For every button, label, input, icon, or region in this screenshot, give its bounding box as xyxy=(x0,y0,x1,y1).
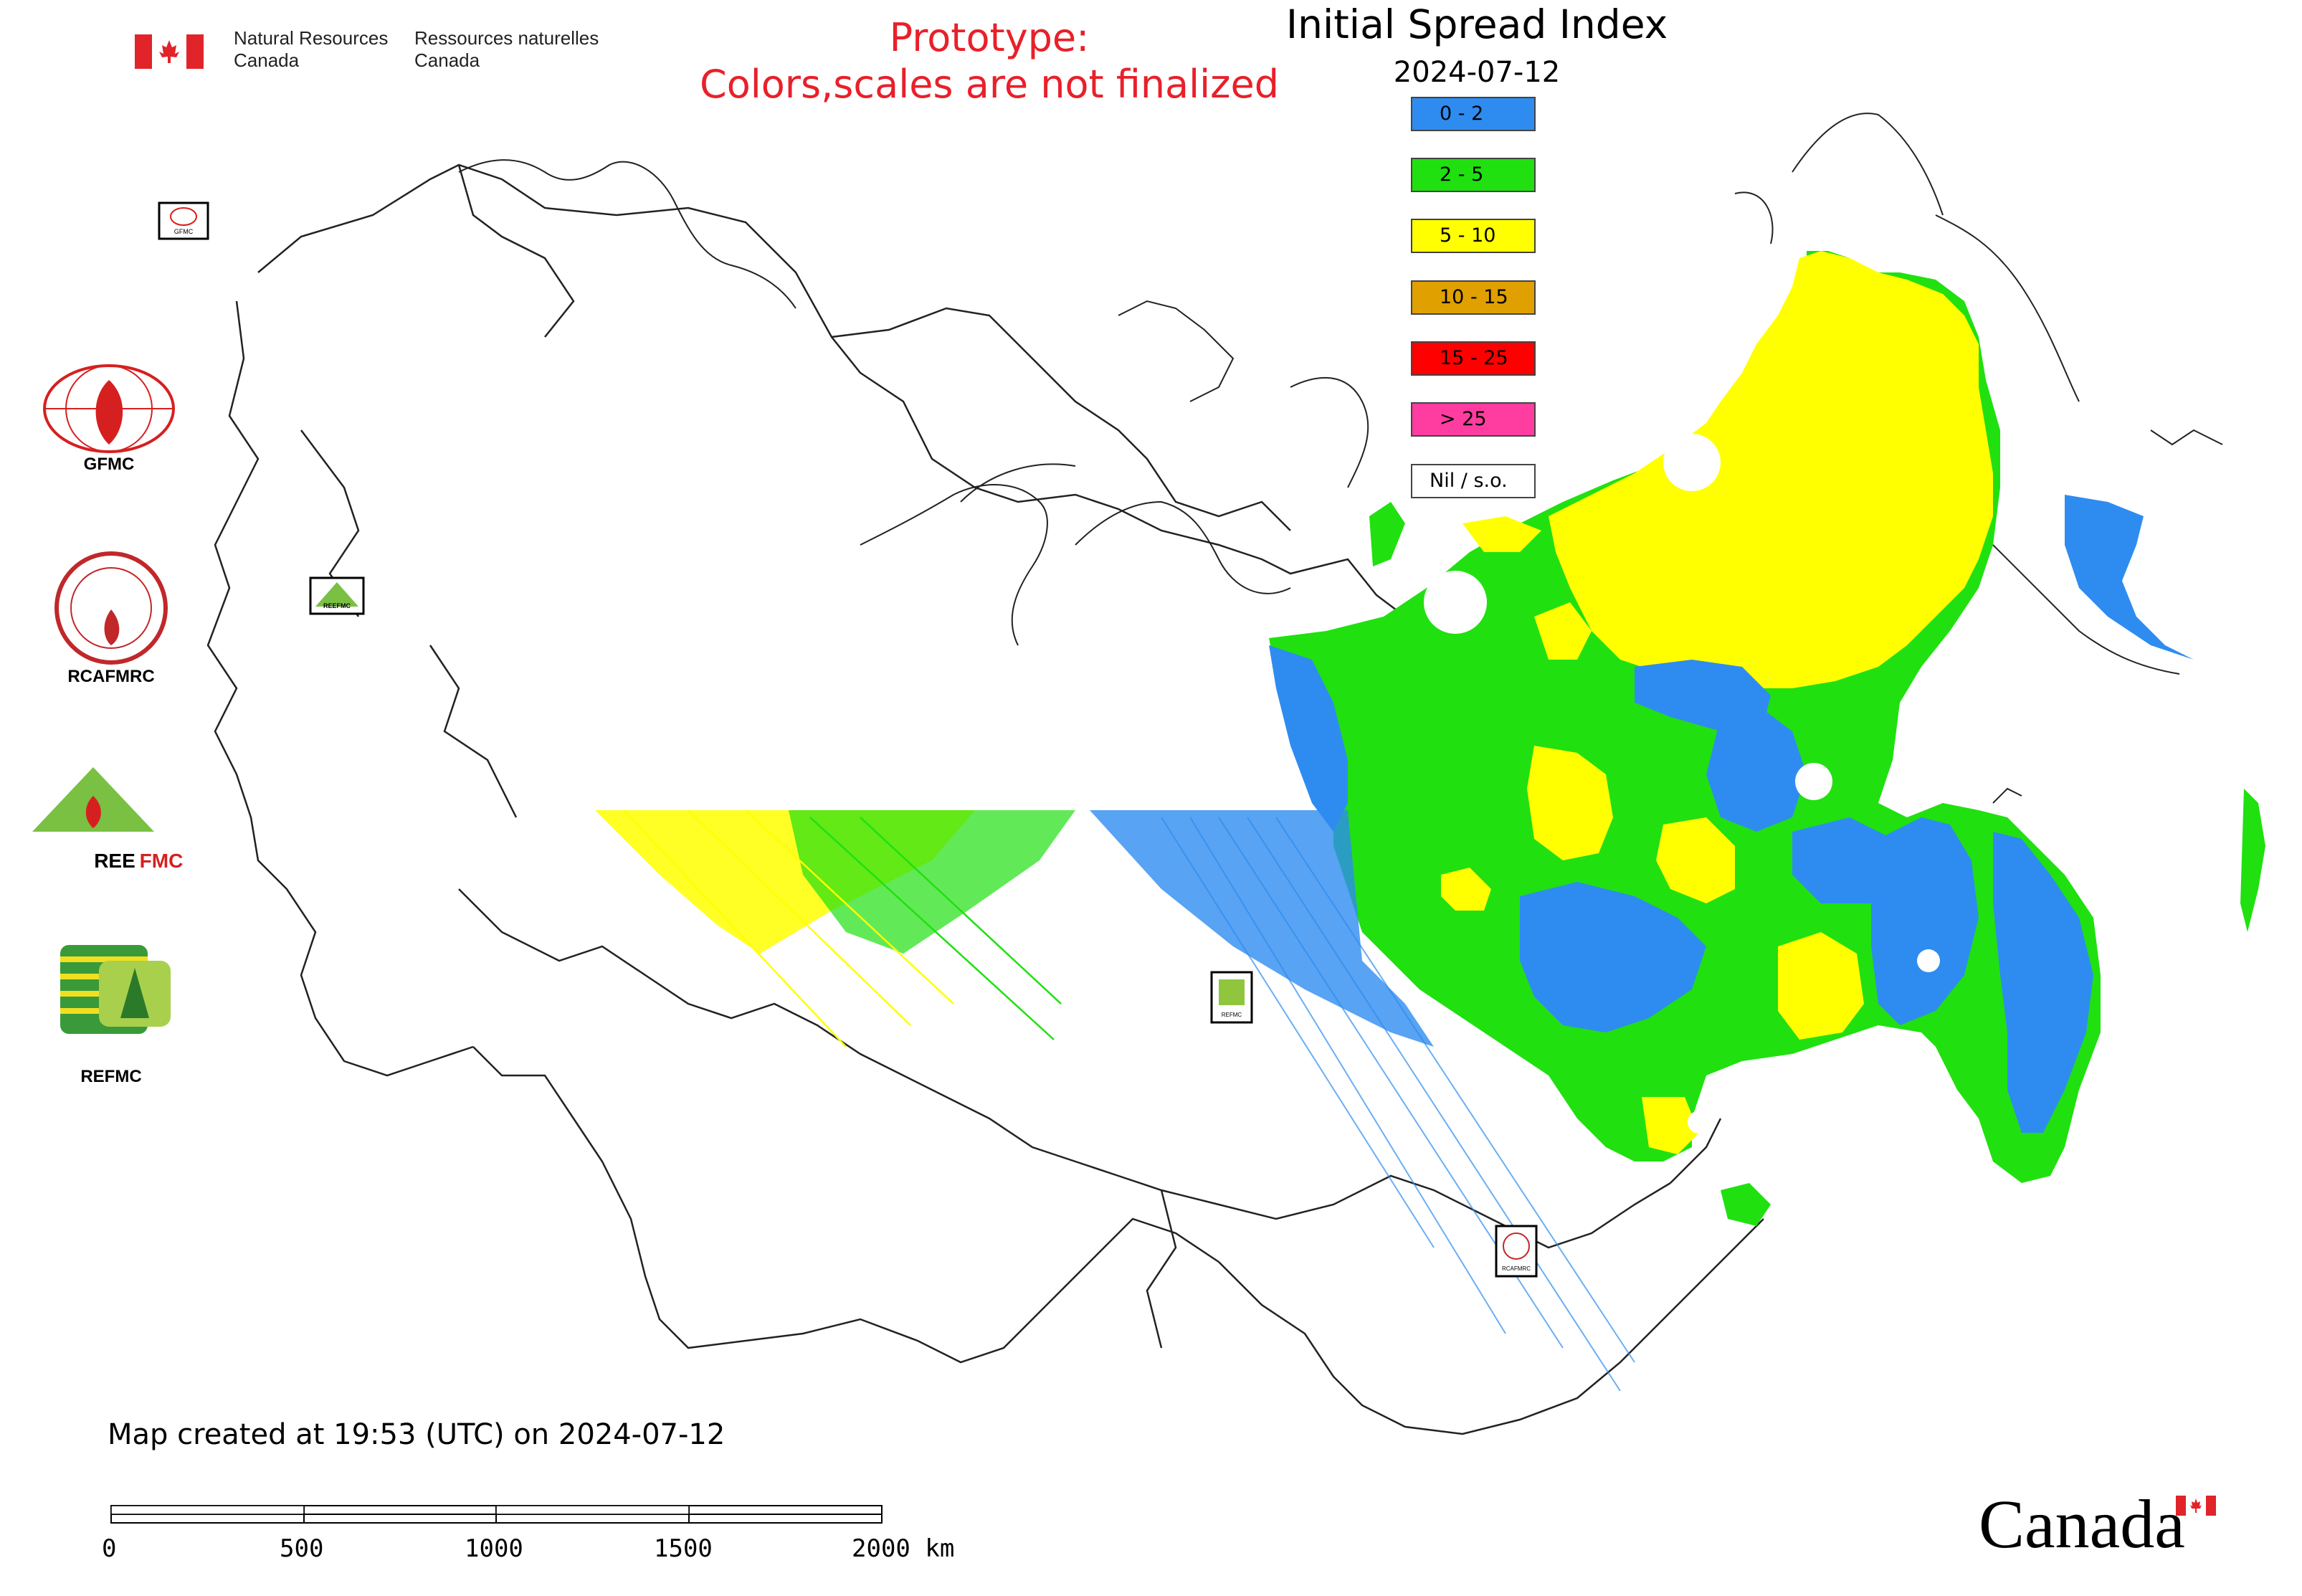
org-label-gfmc: GFMC xyxy=(83,455,135,474)
map-marker-gfmc: GFMC xyxy=(158,201,209,240)
isi-blue-patch-f xyxy=(1993,832,2093,1133)
map-marker-refmc: REFMC xyxy=(1210,971,1253,1024)
svg-text:REE: REE xyxy=(94,850,135,872)
isi-island-d xyxy=(2240,789,2265,932)
svg-text:REFMC: REFMC xyxy=(1222,1012,1242,1018)
gfmc-logo-icon xyxy=(43,364,175,453)
map-created-note: Map created at 19:53 (UTC) on 2024-07-12 xyxy=(108,1418,726,1451)
legend-item: 15 - 25 xyxy=(1411,341,1536,376)
nil-hole xyxy=(1917,949,1940,972)
isi-yellow-patch-b xyxy=(1656,817,1735,903)
legend-item: 10 - 15 xyxy=(1411,280,1536,315)
isi-blue-patch-g xyxy=(1269,645,1348,832)
scale-label: 1500 xyxy=(654,1534,713,1563)
nil-hole xyxy=(1663,434,1721,491)
northern-coast xyxy=(458,113,2223,646)
legend-item: 5 - 10 xyxy=(1411,219,1536,253)
isi-yellow-patch-c xyxy=(1778,932,1864,1040)
isi-raster xyxy=(595,251,2265,1392)
isi-yellow-patch-e xyxy=(1642,1097,1699,1154)
canada-wordmark-flag-icon xyxy=(2176,1496,2216,1516)
isi-island-a xyxy=(1369,502,1405,566)
isi-yellow-patch-a xyxy=(1527,746,1613,860)
map-marker-reefmc: REEFMC xyxy=(309,576,365,615)
reefmc-logo-icon: REE FMC xyxy=(32,767,191,872)
isi-blue-patch-h xyxy=(2065,495,2194,660)
isi-artifact-blue-band xyxy=(1090,810,1434,1047)
nil-hole xyxy=(1688,1111,1711,1134)
agency-name-fr: Ressources naturelles Canada xyxy=(414,27,599,71)
east-coast xyxy=(1992,544,2180,804)
prototype-notice: Prototype: Colors,scales are not finaliz… xyxy=(700,15,1279,107)
scale-label: 500 xyxy=(280,1534,324,1563)
isi-artifact-streaks-yellow xyxy=(623,809,954,1048)
legend-item: 2 - 5 xyxy=(1411,158,1536,192)
isi-blue-patch-a xyxy=(1635,660,1771,731)
canada-flag-icon xyxy=(135,34,204,69)
org-label-refmc: REFMC xyxy=(80,1067,142,1086)
legend-item: > 25 xyxy=(1411,402,1536,437)
isi-artifact-green-band xyxy=(789,810,1075,954)
scale-label: 0 xyxy=(102,1534,117,1563)
legend-item: 0 - 2 xyxy=(1411,97,1536,131)
scale-label: 1000 xyxy=(465,1534,523,1563)
agency-name-en: Natural Resources Canada xyxy=(234,27,389,71)
refmc-logo-icon xyxy=(60,945,171,1034)
svg-text:RCAFMRC: RCAFMRC xyxy=(1502,1265,1531,1272)
nrcan-signature: Natural Resources Canada Ressources natu… xyxy=(135,27,622,77)
map-marker-rcafmrc: RCAFMRC xyxy=(1495,1225,1538,1278)
isi-island-c xyxy=(1721,1183,1771,1226)
nil-hole xyxy=(1424,571,1487,634)
isi-yellow-region xyxy=(1549,251,1993,688)
isi-blue-patch-b xyxy=(1706,710,1807,832)
isi-artifact-streaks-green xyxy=(809,817,1062,1040)
map-title: Initial Spread Index xyxy=(1285,1,1668,47)
scale-bar xyxy=(110,1505,883,1524)
canada-wordmark: Canada xyxy=(1979,1486,2185,1562)
isi-yellow-patch-d xyxy=(1441,868,1491,911)
boundary-lines xyxy=(206,163,1764,1435)
isi-blue-patch-d xyxy=(1520,882,1706,1032)
scale-label: 2000 km xyxy=(852,1534,955,1563)
isi-blue-patch-e xyxy=(1871,817,1979,1025)
legend-item: Nil / s.o. xyxy=(1411,464,1536,498)
org-label-rcafmrc: RCAFMRC xyxy=(67,667,155,686)
rcafmrc-logo-icon xyxy=(54,551,168,665)
isi-artifact-streaks xyxy=(1161,817,1635,1392)
isi-yellow-patch-f xyxy=(1534,602,1592,660)
map-date: 2024-07-12 xyxy=(1393,56,1561,89)
isi-island-b xyxy=(1462,516,1541,552)
svg-text:GFMC: GFMC xyxy=(174,228,194,235)
nil-hole xyxy=(1795,763,1832,800)
svg-text:REEFMC: REEFMC xyxy=(323,602,351,609)
svg-text:FMC: FMC xyxy=(140,850,184,872)
